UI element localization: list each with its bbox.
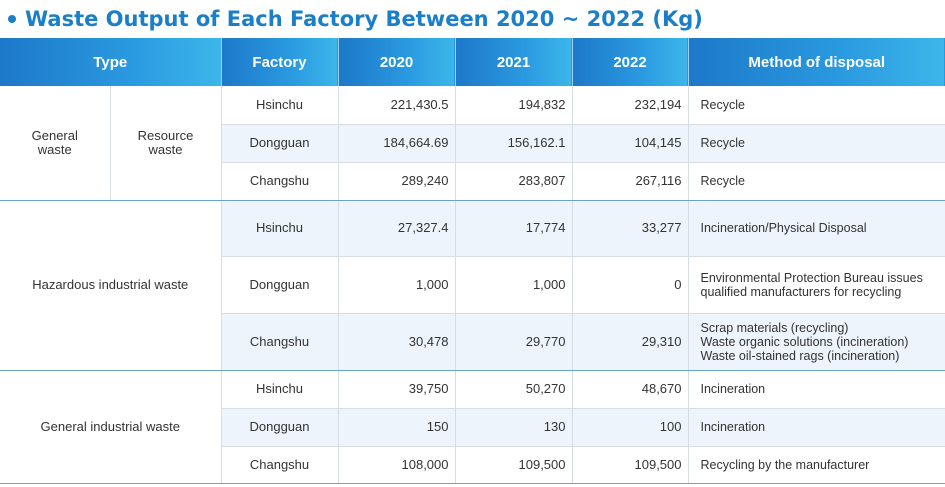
value-2020-cell: 150 xyxy=(338,408,456,447)
value-2020-cell: 27,327.4 xyxy=(338,200,456,257)
header-2022: 2022 xyxy=(572,38,689,86)
title-row: Waste Output of Each Factory Between 202… xyxy=(0,0,945,38)
value-2022-cell: 48,670 xyxy=(572,370,689,409)
method-cell: Incineration xyxy=(688,408,945,447)
waste-table: Type Factory 2020 2021 2022 Method of di… xyxy=(0,38,945,484)
value-2021-cell: 283,807 xyxy=(455,162,573,201)
table-row: Dongguan 1,000 1,000 0 Environmental Pro… xyxy=(0,256,945,314)
value-2020-cell: 108,000 xyxy=(338,446,456,484)
factory-cell: Hsinchu xyxy=(221,200,339,257)
header-factory: Factory xyxy=(221,38,339,86)
method-cell: Incineration/Physical Disposal xyxy=(688,200,945,257)
bullet-icon xyxy=(8,15,16,23)
method-cell: Recycle xyxy=(688,86,945,125)
value-2020-cell: 221,430.5 xyxy=(338,86,456,125)
header-2020: 2020 xyxy=(338,38,456,86)
value-2022-cell: 29,310 xyxy=(572,313,689,371)
factory-cell: Dongguan xyxy=(221,408,339,447)
value-2021-cell: 130 xyxy=(455,408,573,447)
value-2020-cell: 289,240 xyxy=(338,162,456,201)
value-2022-cell: 232,194 xyxy=(572,86,689,125)
value-2022-cell: 109,500 xyxy=(572,446,689,484)
table-row: Dongguan 184,664.69 156,162.1 104,145 Re… xyxy=(0,124,945,163)
value-2022-cell: 100 xyxy=(572,408,689,447)
method-cell: Scrap materials (recycling) Waste organi… xyxy=(688,313,945,371)
factory-cell: Dongguan xyxy=(221,124,339,163)
type-sub-cell: Resource waste xyxy=(110,86,222,201)
table-row: Changshu 30,478 29,770 29,310 Scrap mate… xyxy=(0,313,945,371)
table-row: General industrial waste Hsinchu 39,750 … xyxy=(0,370,945,484)
header-type: Type xyxy=(0,38,222,86)
table-row: Hazardous industrial waste Hsinchu 27,32… xyxy=(0,200,945,371)
value-2020-cell: 1,000 xyxy=(338,256,456,314)
value-2021-cell: 29,770 xyxy=(455,313,573,371)
method-cell: Recycle xyxy=(688,124,945,163)
table-row: Changshu 289,240 283,807 267,116 Recycle xyxy=(0,162,945,201)
value-2021-cell: 1,000 xyxy=(455,256,573,314)
value-2022-cell: 0 xyxy=(572,256,689,314)
table-row: Changshu 108,000 109,500 109,500 Recycli… xyxy=(0,446,945,484)
factory-cell: Dongguan xyxy=(221,256,339,314)
factory-cell: Changshu xyxy=(221,313,339,371)
factory-cell: Changshu xyxy=(221,446,339,484)
value-2021-cell: 109,500 xyxy=(455,446,573,484)
method-cell: Recycling by the manufacturer xyxy=(688,446,945,484)
type-main-cell: Hazardous industrial waste xyxy=(0,200,222,371)
value-2021-cell: 50,270 xyxy=(455,370,573,409)
header-row: Type Factory 2020 2021 2022 Method of di… xyxy=(0,38,945,86)
factory-cell: Hsinchu xyxy=(221,86,339,125)
value-2021-cell: 17,774 xyxy=(455,200,573,257)
header-method: Method of disposal xyxy=(688,38,945,86)
method-cell: Incineration xyxy=(688,370,945,409)
factory-cell: Hsinchu xyxy=(221,370,339,409)
table-row: Dongguan 150 130 100 Incineration xyxy=(0,408,945,447)
method-cell: Recycle xyxy=(688,162,945,201)
value-2021-cell: 194,832 xyxy=(455,86,573,125)
value-2020-cell: 184,664.69 xyxy=(338,124,456,163)
type-main-cell: General waste xyxy=(0,86,111,201)
factory-cell: Changshu xyxy=(221,162,339,201)
value-2020-cell: 30,478 xyxy=(338,313,456,371)
table-row: General waste Resource waste Hsinchu 221… xyxy=(0,86,945,201)
type-main-cell: General industrial waste xyxy=(0,370,222,484)
value-2020-cell: 39,750 xyxy=(338,370,456,409)
method-cell: Environmental Protection Bureau issues q… xyxy=(688,256,945,314)
page-title: Waste Output of Each Factory Between 202… xyxy=(25,7,703,31)
value-2021-cell: 156,162.1 xyxy=(455,124,573,163)
value-2022-cell: 104,145 xyxy=(572,124,689,163)
header-2021: 2021 xyxy=(455,38,573,86)
value-2022-cell: 267,116 xyxy=(572,162,689,201)
value-2022-cell: 33,277 xyxy=(572,200,689,257)
